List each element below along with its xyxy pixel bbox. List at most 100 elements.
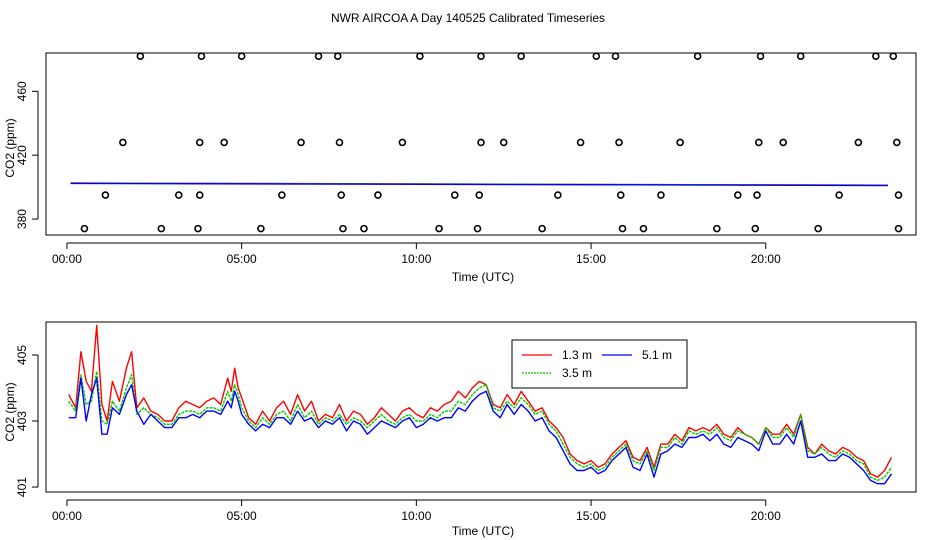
calibration-point — [337, 191, 346, 199]
calibration-point — [398, 138, 407, 147]
top-y-axis: 380 420 460 — [15, 81, 39, 229]
calibration-point — [657, 191, 665, 199]
calibration-point — [119, 138, 127, 147]
calibration-point — [693, 52, 702, 60]
legend-label-2: 3.5 m — [562, 366, 592, 380]
calibration-point — [814, 224, 822, 233]
calibration-point — [435, 224, 443, 233]
calibration-point — [174, 191, 183, 199]
bottom-series-5-1-mline — [68, 377, 893, 485]
bottom-x-tick-label: 00:00 — [52, 509, 82, 523]
calibration-point — [450, 191, 459, 199]
calibration-point — [195, 138, 204, 147]
calibration-point — [835, 191, 843, 199]
calibration-point — [779, 138, 788, 147]
calibration-point — [499, 138, 508, 147]
calibration-point — [237, 52, 246, 60]
top-x-tick-label: 00:00 — [52, 252, 82, 266]
top-y-tick-label: 420 — [15, 145, 29, 165]
calibration-point — [195, 191, 204, 199]
calibration-point — [751, 224, 760, 233]
top-series-5-1-mline — [70, 182, 889, 187]
calibration-point — [734, 191, 742, 199]
calibration-point — [611, 52, 620, 60]
figure-title: NWR AIRCOA A Day 140525 Calibrated Times… — [331, 11, 605, 25]
top-y-label: CO2 (ppm) — [3, 118, 17, 177]
calibration-point — [538, 224, 546, 233]
calibration-point — [257, 224, 265, 233]
bottom-x-label: Time (UTC) — [452, 524, 514, 538]
legend: 1.3 m 5.1 m 3.5 m — [511, 339, 688, 389]
bottom-y-tick-label: 403 — [15, 411, 29, 431]
bottom-y-label: CO2 (ppm) — [3, 382, 17, 441]
calibration-point — [297, 138, 305, 147]
bottom-y-tick-label: 405 — [15, 345, 29, 365]
top-x-label: Time (UTC) — [452, 270, 514, 284]
top-x-tick-label: 05:00 — [227, 252, 257, 266]
calibration-point — [753, 191, 761, 199]
calibration-point — [473, 224, 482, 233]
calibration-point — [894, 191, 903, 199]
bottom-x-axis: 00:00 05:00 10:00 15:00 20:00 — [52, 499, 781, 523]
calibration-point — [889, 52, 898, 60]
bottom-series-3-5-mline — [68, 370, 893, 482]
calibration-point — [220, 138, 228, 147]
calibration-point — [314, 52, 323, 60]
calibration-point — [554, 191, 562, 199]
bottom-x-tick-label: 20:00 — [751, 509, 781, 523]
top-x-axis: 00:00 05:00 10:00 15:00 20:00 — [52, 242, 781, 266]
calibration-point — [477, 52, 485, 60]
top-panel: 00:00 05:00 10:00 15:00 20:00 380 420 460 Time… — [3, 52, 917, 284]
calibration-point — [136, 52, 145, 60]
calibration-point — [894, 224, 903, 233]
legend-label-3: 5.1 m — [642, 348, 672, 362]
bottom-y-tick-label: 401 — [15, 477, 29, 497]
calibration-point — [892, 138, 901, 147]
calibration-point — [616, 191, 625, 199]
calibration-point — [197, 52, 206, 60]
legend-box — [511, 339, 688, 389]
calibration-point — [278, 191, 286, 199]
calibration-point — [194, 224, 202, 233]
calibration-point — [374, 191, 382, 199]
bottom-plot-frame — [45, 321, 917, 493]
calibration-point — [339, 224, 347, 233]
bottom-x-tick-label: 15:00 — [576, 509, 606, 523]
calibration-point — [754, 138, 763, 147]
calibration-point — [676, 138, 684, 147]
calibration-point — [796, 52, 805, 60]
calibration-point — [592, 52, 601, 60]
calibration-point — [517, 52, 525, 60]
calibration-point — [615, 138, 623, 147]
bottom-y-axis: 401 403 405 — [15, 345, 39, 497]
top-x-tick-label: 10:00 — [401, 252, 431, 266]
top-x-tick-label: 15:00 — [576, 252, 606, 266]
calibration-point — [618, 224, 627, 233]
bottom-x-tick-label: 05:00 — [227, 509, 257, 523]
calibration-point — [335, 138, 344, 147]
top-plot-marks — [70, 52, 903, 233]
calibration-point — [333, 52, 342, 60]
calibration-point — [713, 224, 721, 233]
calibration-point — [157, 224, 166, 233]
calibration-point — [360, 224, 368, 233]
top-x-tick-label: 20:00 — [751, 252, 781, 266]
top-y-tick-label: 460 — [15, 81, 29, 101]
calibration-point — [576, 138, 585, 147]
calibration-point — [639, 224, 648, 233]
calibration-point — [80, 224, 89, 233]
calibration-point — [101, 191, 110, 199]
top-y-tick-label: 380 — [15, 209, 29, 229]
bottom-panel: 00:00 05:00 10:00 15:00 20:00 401 403 405 Time… — [3, 321, 917, 538]
bottom-plot-marks — [68, 324, 893, 485]
bottom-x-tick-label: 10:00 — [401, 509, 431, 523]
calibration-point — [475, 191, 484, 199]
calibration-point — [854, 138, 863, 147]
calibration-point — [756, 52, 765, 60]
calibration-point — [872, 52, 880, 60]
bottom-series-1-3-mline — [68, 324, 893, 478]
calibration-point — [477, 138, 485, 147]
legend-label-1: 1.3 m — [562, 348, 592, 362]
calibration-point — [416, 52, 424, 60]
